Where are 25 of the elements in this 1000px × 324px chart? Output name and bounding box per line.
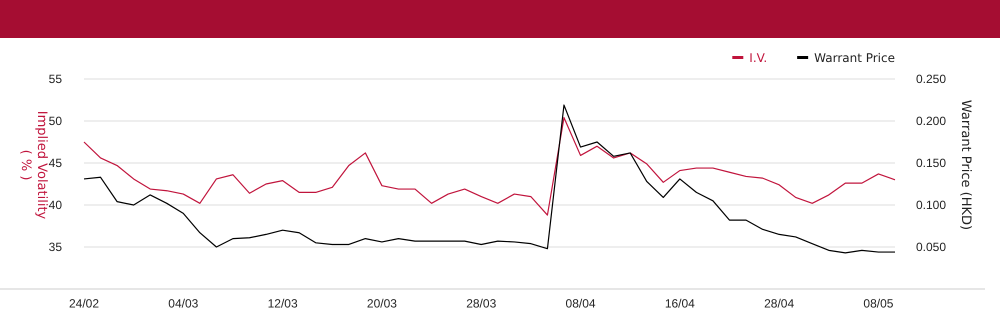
x-tick-label: 08/05 <box>863 296 894 311</box>
x-tick-label: 08/04 <box>566 296 596 311</box>
y2-tick-label: 0.200 <box>916 114 946 128</box>
x-tick-label: 20/03 <box>366 296 398 311</box>
y-tick-label: 45 <box>48 156 62 170</box>
y2-axis-title: Warrant Price (HKD) <box>958 100 973 230</box>
y-axis-title: Implied Volatility ( % ) <box>18 110 49 220</box>
legend-label: I.V. <box>749 51 768 65</box>
x-tick-label: 16/04 <box>664 296 696 311</box>
x-tick-label: 28/04 <box>764 296 794 311</box>
y-tick-label: 55 <box>48 72 62 86</box>
y2-tick-label: 0.250 <box>916 72 946 86</box>
line-series <box>83 104 896 254</box>
legend-label: Warrant Price <box>814 51 895 65</box>
y-tick-label: 35 <box>48 240 62 254</box>
line-series <box>83 117 896 216</box>
x-tick-label: 24/02 <box>68 296 100 311</box>
y2-tick-label: 0.100 <box>916 198 946 212</box>
y2-tick-label: 0.050 <box>916 240 946 254</box>
x-tick-label: 12/03 <box>268 296 298 311</box>
y2-tick-label: 0.150 <box>916 156 946 170</box>
y-tick-label: 40 <box>48 198 62 212</box>
x-tick-label: 28/03 <box>466 296 497 311</box>
x-tick-label: 04/03 <box>168 296 199 311</box>
y-tick-label: 50 <box>48 114 62 128</box>
